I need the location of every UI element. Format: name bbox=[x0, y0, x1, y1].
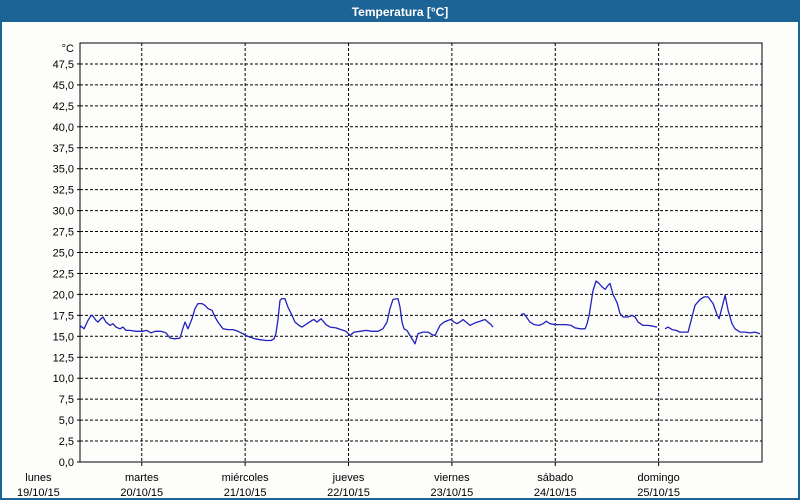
y-tick-label: 42,5 bbox=[53, 101, 74, 113]
y-tick-label: 47,5 bbox=[53, 59, 74, 71]
y-tick-label: 25,0 bbox=[53, 248, 74, 260]
x-date-label: 21/10/15 bbox=[224, 487, 267, 499]
x-date-label: 24/10/15 bbox=[534, 487, 577, 499]
x-day-label: martes bbox=[125, 472, 159, 484]
temperature-line bbox=[664, 294, 761, 335]
temperature-line bbox=[79, 297, 494, 345]
y-tick-label: 27,5 bbox=[53, 227, 74, 239]
y-tick-label: 20,0 bbox=[53, 289, 74, 301]
x-day-label: miércoles bbox=[222, 472, 270, 484]
title-bar: Temperatura [°C] bbox=[2, 2, 798, 22]
y-tick-label: 22,5 bbox=[53, 268, 74, 280]
y-tick-label: 37,5 bbox=[53, 143, 74, 155]
y-tick-label: 12,5 bbox=[53, 352, 74, 364]
x-day-label: jueves bbox=[332, 472, 365, 484]
y-tick-label: 40,0 bbox=[53, 122, 74, 134]
x-day-label: domingo bbox=[638, 472, 680, 484]
chart-area: 0,0 2,5 5,0 7,5 10,0 12,5 15,0 17,5 20,0 22,5 25,0… bbox=[2, 24, 798, 500]
x-day-label: viernes bbox=[434, 472, 470, 484]
y-tick-label: 2,5 bbox=[59, 436, 74, 448]
x-day-label: sábado bbox=[537, 472, 573, 484]
y-tick-label: 17,5 bbox=[53, 310, 74, 322]
x-date-label: 22/10/15 bbox=[327, 487, 370, 499]
y-tick-label: 35,0 bbox=[53, 164, 74, 176]
y-tick-label: 5,0 bbox=[59, 415, 74, 427]
y-tick-label: 15,0 bbox=[53, 331, 74, 343]
x-date-label: 19/10/15 bbox=[17, 487, 60, 499]
x-date-label: 23/10/15 bbox=[430, 487, 473, 499]
window-title: Temperatura [°C] bbox=[351, 5, 449, 19]
temperature-chart-svg: 0,0 2,5 5,0 7,5 10,0 12,5 15,0 17,5 20,0 22,5 25,0… bbox=[17, 42, 763, 499]
y-tick-label: 10,0 bbox=[53, 373, 74, 385]
x-date-label: 20/10/15 bbox=[120, 487, 163, 499]
x-day-label: lunes bbox=[25, 472, 52, 484]
y-tick-label: 30,0 bbox=[53, 206, 74, 218]
y-tick-label: 32,5 bbox=[53, 185, 74, 197]
y-axis-unit-label: °C bbox=[62, 43, 74, 55]
y-tick-label: 0,0 bbox=[59, 457, 74, 469]
y-tick-label: 45,0 bbox=[53, 80, 74, 92]
temperature-line bbox=[520, 280, 658, 330]
x-date-label: 25/10/15 bbox=[637, 487, 680, 499]
y-tick-label: 7,5 bbox=[59, 394, 74, 406]
